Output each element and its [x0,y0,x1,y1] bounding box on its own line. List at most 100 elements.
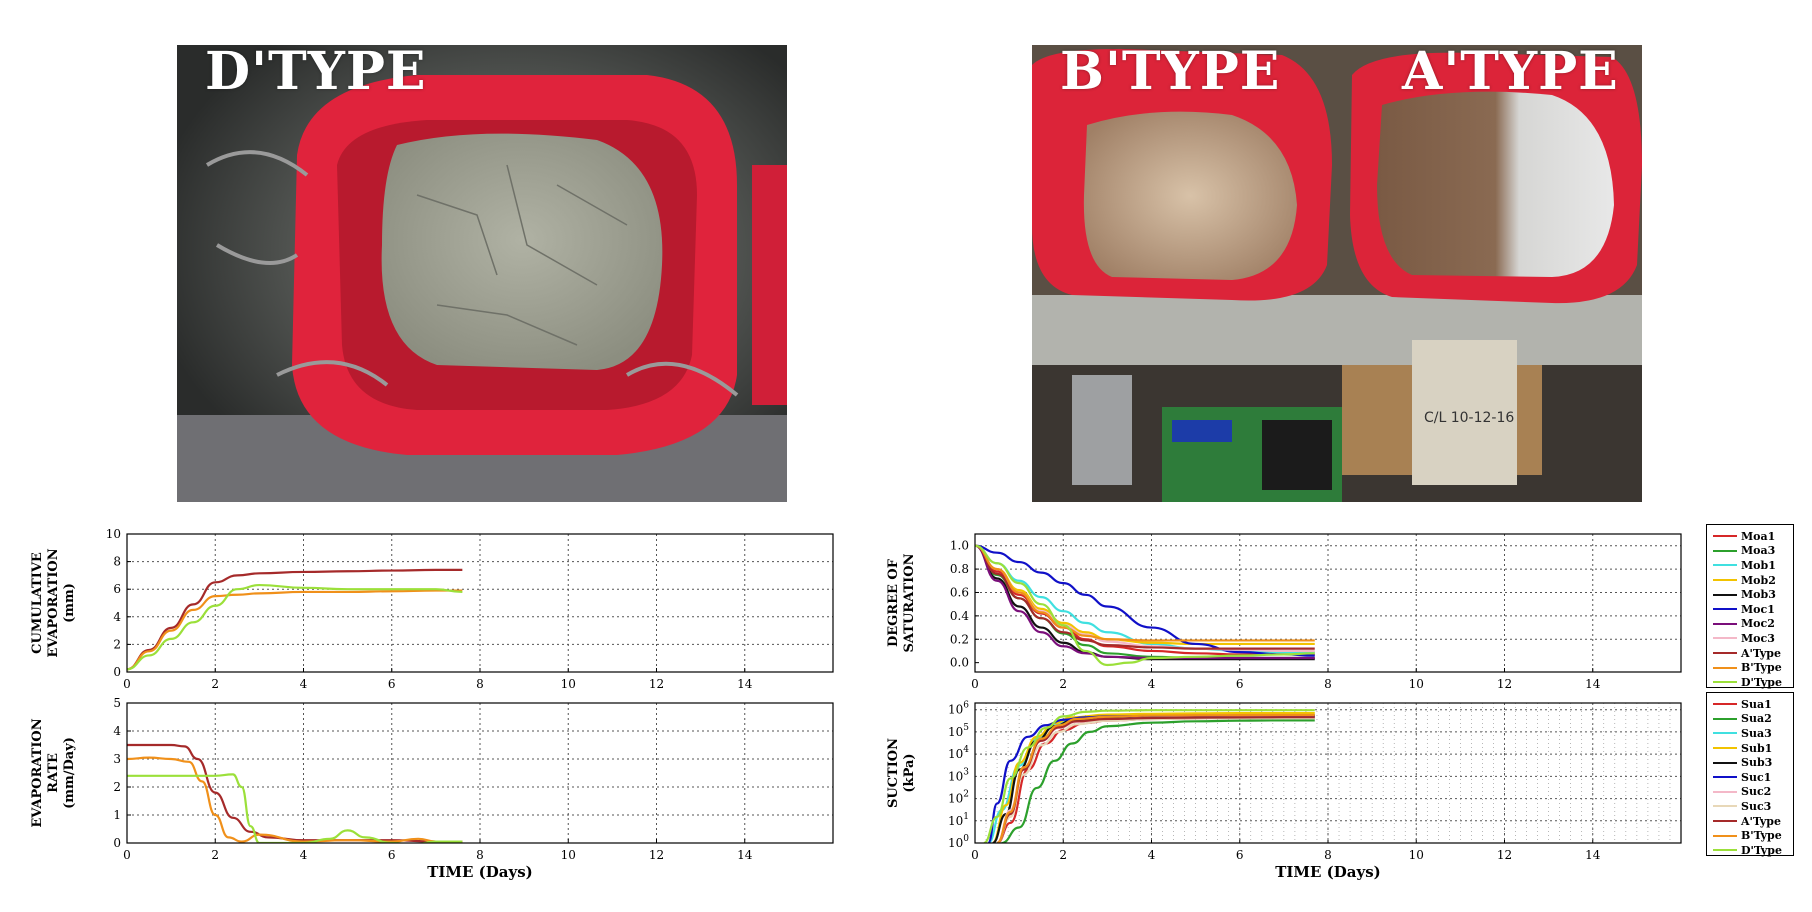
legend-item: A'Type [1713,646,1787,661]
legend-label: D'Type [1741,843,1782,857]
legend-item: Sua1 [1713,697,1787,712]
y-tick-label: 4 [113,610,121,624]
legend-swatch [1713,747,1737,750]
y-tick-label: 0.0 [950,656,969,670]
legend-label: Sub3 [1741,756,1773,770]
series-line-Moc1 [975,544,1315,657]
legend-item: Moc1 [1713,602,1787,617]
x-tick-label: 4 [300,677,308,691]
y-tick-label: 0.6 [950,585,969,599]
x-tick-label: 10 [561,677,576,691]
legend-swatch [1713,703,1737,706]
x-tick-label: 8 [476,677,484,691]
x-tick-label: 14 [1585,848,1601,862]
y-tick-label: 2 [113,780,121,794]
legend-swatch [1713,849,1737,852]
series-line-DType [127,773,463,843]
legend-item: D'Type [1713,675,1787,690]
y-axis-label: SUCTION(kPa) [886,738,917,808]
legend-swatch [1713,608,1737,611]
y-axis-label: DEGREE OFSATURATION [886,553,917,652]
legend-swatch [1713,805,1737,808]
chart-suction: 0 2 4 6 8 10 12 14100101102103104105106SUCTION(… [886,701,1682,881]
plot-frame [126,533,834,673]
x-tick-label: 6 [388,848,396,862]
x-tick-label: 10 [1409,677,1424,691]
y-tick-label: 0.8 [950,562,969,576]
legend-swatch [1713,652,1737,655]
legend-swatch [1713,579,1737,582]
legend-label: A'Type [1741,646,1781,660]
legend-swatch [1713,593,1737,596]
y-tick-label: 2 [113,637,121,651]
legend-item: Suc1 [1713,770,1787,785]
legend-swatch [1713,666,1737,669]
y-tick-label: 102 [948,790,969,806]
legend-item: Suc3 [1713,799,1787,814]
photo-b-a-type-image: C/L 10-12-16 C/L 10-12-16 [1032,45,1642,502]
legend-label: Moc2 [1741,617,1775,631]
x-tick-label: 14 [737,848,753,862]
series-line-DType [127,583,463,671]
legend-label: Suc3 [1741,799,1772,813]
legend-item: Moc2 [1713,617,1787,632]
legend-label: D'Type [1741,675,1782,689]
chart-cumulative: 0 2 4 6 8 10 12 14 0 2 4 6 8 10 CUMULATIVEEVAPORATION(… [30,527,834,691]
legend-swatch [1713,535,1737,538]
x-tick-label: 10 [1409,848,1424,862]
x-tick-label: 14 [737,677,753,691]
x-tick-label: 6 [388,677,396,691]
legend-item: Mob1 [1713,558,1787,573]
legend-label: Moa1 [1741,529,1776,543]
y-tick-label: 6 [113,582,121,596]
series-line-AType [127,568,463,671]
legend-swatch [1713,820,1737,823]
series-line-Sua2 [1001,719,1315,843]
x-tick-label: 6 [1236,848,1244,862]
sample-label-text-copy: C/L 10-12-16 [1424,410,1514,426]
y-tick-label: 1 [113,808,121,822]
x-tick-label: 12 [649,848,664,862]
legend-label: Suc2 [1741,785,1772,799]
plot-frame [974,702,1682,844]
legend-label: Moc3 [1741,631,1775,645]
legend-label: B'Type [1741,829,1782,843]
y-tick-exponent: 4 [963,745,969,755]
legend-swatch [1713,776,1737,779]
chart-saturation: 0 2 4 6 8 10 12 14 0.0 0.2 0.4 0.6 0.8 1.0 DEGREE OFSA… [886,533,1682,691]
y-tick-label: 0.2 [950,632,969,646]
legend-label: Sub1 [1741,741,1773,755]
y-axis-label: EVAPORATIONRATE(mm/Day) [30,718,77,827]
legend-label: Sua2 [1741,712,1772,726]
legend-item: Mob2 [1713,573,1787,588]
legend-swatch [1713,790,1737,793]
legend-item: B'Type [1713,828,1787,843]
legend-item: Moa3 [1713,544,1787,559]
series-line-BType [127,589,463,671]
legend-swatch [1713,564,1737,567]
x-tick-label: 8 [1324,848,1332,862]
legend-label: Mob3 [1741,588,1776,602]
x-tick-label: 0 [971,677,979,691]
photo-d-type: D'TYPE [177,45,787,502]
legend-label: Moc1 [1741,602,1775,616]
photo-d-type-title: D'TYPE [205,45,427,102]
photo-d-type-image [177,45,787,502]
series-line-Moa1 [975,544,1315,656]
legend-label: B'Type [1741,661,1782,675]
legend-item: B'Type [1713,660,1787,675]
x-tick-label: 4 [1148,677,1156,691]
photo-b-a-type: C/L 10-12-16 C/L 10-12-16 B'TYPE A'TYPE [1032,45,1642,502]
y-axis-label: CUMULATIVEEVAPORATION(mm) [30,548,77,657]
legend-label: Suc1 [1741,770,1772,784]
legend-item: Sua2 [1713,712,1787,727]
legend-label: Mob2 [1741,573,1776,587]
legend-swatch [1713,732,1737,735]
legend-item: Suc2 [1713,785,1787,800]
legend-label: Sua1 [1741,697,1772,711]
y-tick-label: 103 [948,767,969,783]
plot-frame [974,533,1682,673]
legend-item: Moa1 [1713,529,1787,544]
series-line-DType [975,544,1315,667]
legend-saturation: Moa1 Moa3 Mob1 Mob2 Mob3 Moc1 Moc2 Moc3 A'Type B'… [1706,524,1794,690]
